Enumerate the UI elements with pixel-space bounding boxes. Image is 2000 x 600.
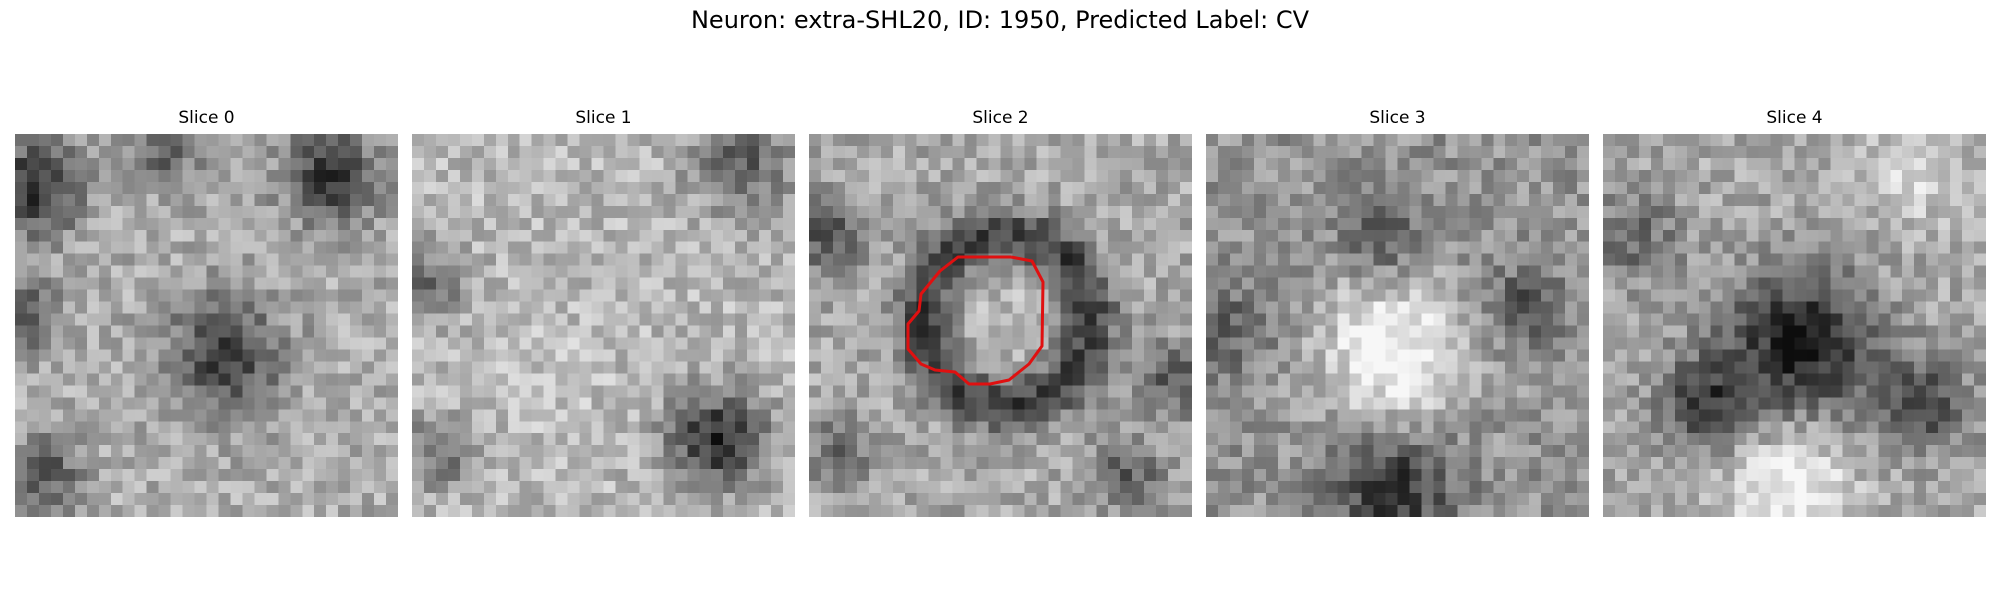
slice-2-contour-overlay: [906, 255, 1045, 386]
slice-1-panel: [412, 134, 795, 517]
figure-title: Neuron: extra-SHL20, ID: 1950, Predicted…: [690, 6, 1310, 34]
slice-3-image: [1206, 134, 1589, 517]
slice-2-panel: [809, 134, 1192, 517]
slice-0-image: [15, 134, 398, 517]
neuron-contour: [906, 255, 1045, 386]
slice-0-panel: [15, 134, 398, 517]
slice-4-title: Slice 4: [1766, 108, 1823, 128]
slice-1-title: Slice 1: [575, 108, 632, 128]
slice-1-image: [412, 134, 795, 517]
slice-0-title: Slice 0: [178, 108, 235, 128]
slice-3-title: Slice 3: [1369, 108, 1426, 128]
slice-4-image: [1603, 134, 1986, 517]
slice-2-image: [809, 134, 1192, 517]
slice-4-panel: [1603, 134, 1986, 517]
slice-3-panel: [1206, 134, 1589, 517]
slice-2-title: Slice 2: [972, 108, 1029, 128]
